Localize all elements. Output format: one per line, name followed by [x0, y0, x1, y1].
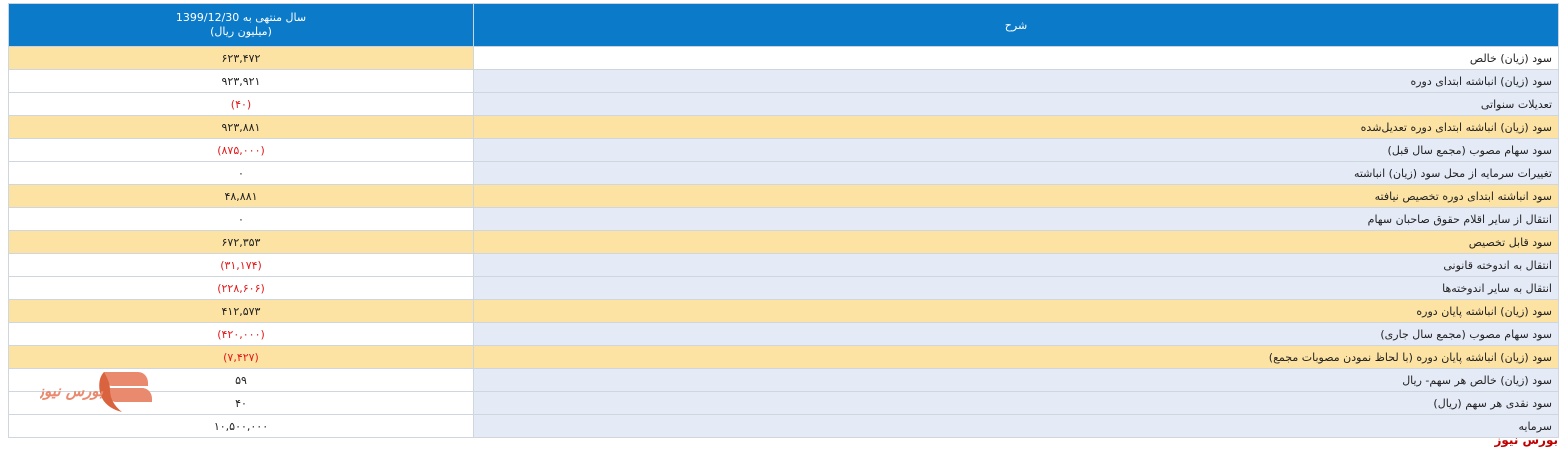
row-value: (۲۲۸,۶۰۶) [8, 276, 474, 300]
table-row: انتقال به اندوخته قانونی (۳۱,۱۷۴) [8, 253, 1559, 277]
row-description: انتقال از سایر اقلام حقوق صاحبان سهام [473, 207, 1559, 231]
table-row: سود قابل تخصیص ۶۷۲,۳۵۳ [8, 230, 1559, 254]
row-value: ۶۲۳,۴۷۲ [8, 46, 474, 70]
table-row: سود (زیان) انباشته پایان دوره ۴۱۲,۵۷۳ [8, 299, 1559, 323]
row-description: سود (زیان) خالص هر سهم- ریال [473, 368, 1559, 392]
row-description: سود (زیان) خالص [473, 46, 1559, 70]
period-column-header: سال منتهی به 1399/12/30 (میلیون ریال) [8, 3, 474, 47]
table-row: سود نقدی هر سهم (ریال) ۴۰ [8, 391, 1559, 415]
row-value: ۴۱۲,۵۷۳ [8, 299, 474, 323]
row-description: سرمایه [473, 414, 1559, 438]
row-description: انتقال به سایر اندوخته‌ها [473, 276, 1559, 300]
bourse-news-logo: بورس نیوز [40, 372, 152, 412]
profit-distribution-table: شرح سال منتهی به 1399/12/30 (میلیون ریال… [8, 3, 1559, 438]
table-row: سود انباشته ابتدای دوره تخصیص نیافته ۴۸,۸… [8, 184, 1559, 208]
row-description: انتقال به اندوخته قانونی [473, 253, 1559, 277]
row-value: ۶۷۲,۳۵۳ [8, 230, 474, 254]
table-row: سود سهام مصوب (مجمع سال جاری) (۴۲۰,۰۰۰) [8, 322, 1559, 346]
footer-brand-text: بورس نیوز [1494, 433, 1558, 447]
row-description: سود سهام مصوب (مجمع سال جاری) [473, 322, 1559, 346]
row-value: (۳۱,۱۷۴) [8, 253, 474, 277]
row-value: ۱۰,۵۰۰,۰۰۰ [8, 414, 474, 438]
row-description: تعدیلات سنواتی [473, 92, 1559, 116]
row-value: (۸۷۵,۰۰۰) [8, 138, 474, 162]
table-row: سود (زیان) خالص ۶۲۳,۴۷۲ [8, 46, 1559, 70]
table-row: سود سهام مصوب (مجمع سال قبل) (۸۷۵,۰۰۰) [8, 138, 1559, 162]
table-row: سود (زیان) انباشته ابتدای دوره تعدیل‌شده… [8, 115, 1559, 139]
row-value: (۴۲۰,۰۰۰) [8, 322, 474, 346]
table-row: تعدیلات سنواتی (۴۰) [8, 92, 1559, 116]
row-description: سود سهام مصوب (مجمع سال قبل) [473, 138, 1559, 162]
row-description: سود نقدی هر سهم (ریال) [473, 391, 1559, 415]
row-value: ۰ [8, 207, 474, 231]
table-header-row: شرح سال منتهی به 1399/12/30 (میلیون ریال… [8, 3, 1559, 47]
row-value: ۹۲۳,۸۸۱ [8, 115, 474, 139]
table-body: سود (زیان) خالص ۶۲۳,۴۷۲ سود (زیان) انباشته… [8, 46, 1559, 438]
table-row: تغییرات سرمایه از محل سود (زیان) انباشته… [8, 161, 1559, 185]
financial-table-container: شرح سال منتهی به 1399/12/30 (میلیون ریال… [8, 3, 1559, 438]
row-value: (۴۰) [8, 92, 474, 116]
logo-wordmark: بورس نیوز [40, 382, 104, 400]
table-row: انتقال به سایر اندوخته‌ها (۲۲۸,۶۰۶) [8, 276, 1559, 300]
table-row: سود (زیان) انباشته ابتدای دوره ۹۲۳,۹۲۱ [8, 69, 1559, 93]
row-description: سود (زیان) انباشته ابتدای دوره [473, 69, 1559, 93]
description-column-header: شرح [473, 3, 1559, 47]
row-description: سود قابل تخصیص [473, 230, 1559, 254]
row-description: سود (زیان) انباشته ابتدای دوره تعدیل‌شده [473, 115, 1559, 139]
row-value: ۴۸,۸۸۱ [8, 184, 474, 208]
row-description: سود (زیان) انباشته پایان دوره (با لحاظ ن… [473, 345, 1559, 369]
row-value: (۷,۴۲۷) [8, 345, 474, 369]
row-description: سود (زیان) انباشته پایان دوره [473, 299, 1559, 323]
table-row: سود (زیان) انباشته پایان دوره (با لحاظ ن… [8, 345, 1559, 369]
table-row: سرمایه ۱۰,۵۰۰,۰۰۰ [8, 414, 1559, 438]
table-row: انتقال از سایر اقلام حقوق صاحبان سهام ۰ [8, 207, 1559, 231]
table-row: سود (زیان) خالص هر سهم- ریال ۵۹ [8, 368, 1559, 392]
row-description: سود انباشته ابتدای دوره تخصیص نیافته [473, 184, 1559, 208]
row-description: تغییرات سرمایه از محل سود (زیان) انباشته [473, 161, 1559, 185]
row-value: ۹۲۳,۹۲۱ [8, 69, 474, 93]
row-value: ۰ [8, 161, 474, 185]
period-header-line1: سال منتهی به 1399/12/30 [175, 11, 307, 24]
period-header-line2: (میلیون ریال) [210, 25, 272, 38]
logo-emblem [99, 372, 152, 412]
